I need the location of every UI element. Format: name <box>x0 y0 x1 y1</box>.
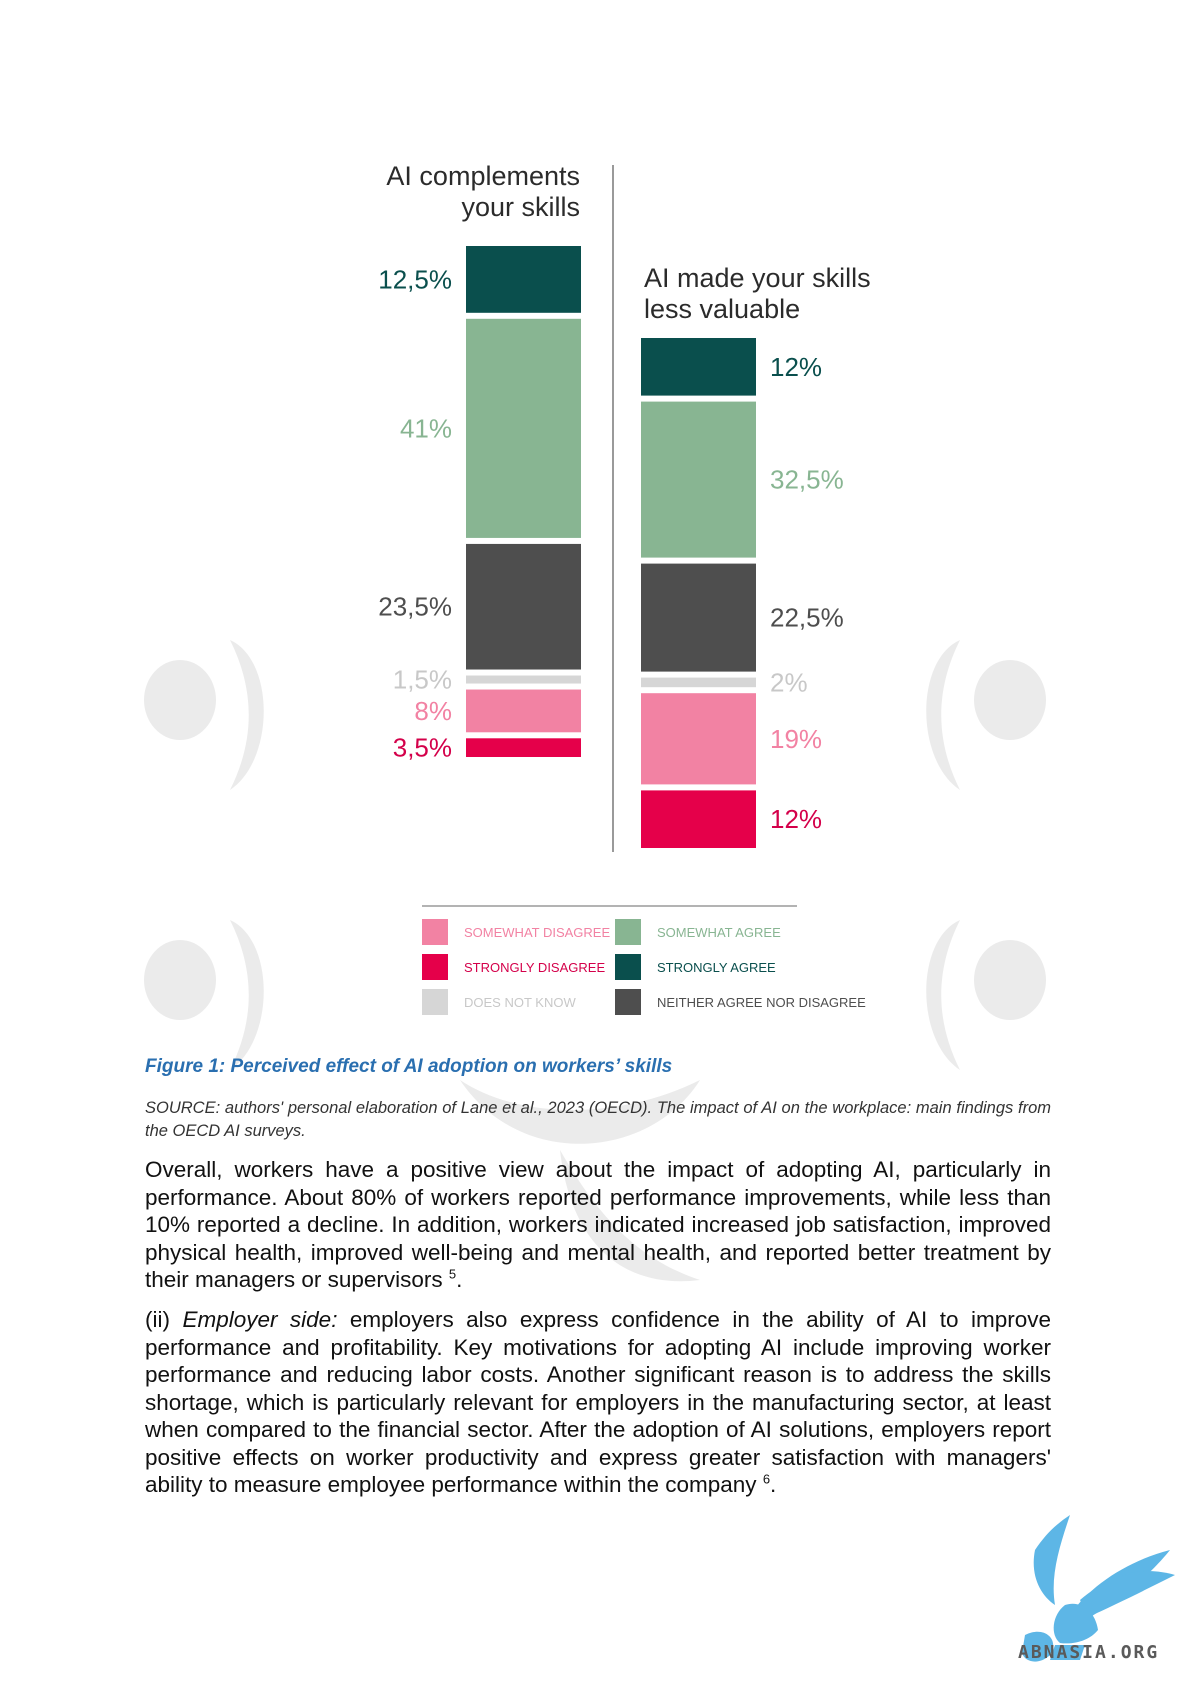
bar-2-label-does-not-know: 2% <box>770 667 808 697</box>
bar-2-label-strongly-disagree: 12% <box>770 804 822 834</box>
bar-2-segment-strongly-disagree <box>641 790 756 848</box>
bar-2-title-line1: AI made your skills <box>644 263 871 293</box>
footnote-ref-5[interactable]: 5 <box>448 1266 457 1282</box>
bar-2-segment-does-not-know <box>641 677 756 688</box>
bar-1-segment-neither-agree-nor-disagree <box>466 543 581 670</box>
paragraph-2-lead: (ii) <box>145 1307 183 1332</box>
body-paragraph-2: (ii) Employer side: employers also expre… <box>145 1306 1051 1499</box>
bar-1-segment-somewhat-disagree <box>466 689 581 733</box>
legend-label-does-not-know: DOES NOT KNOW <box>464 995 576 1010</box>
bar-2-segment-neither-agree-nor-disagree <box>641 563 756 672</box>
logo-text: ABNASIA.ORG <box>1018 1642 1160 1663</box>
bar-1-title-line1: AI complements <box>386 161 580 191</box>
legend-swatch-somewhat-disagree <box>422 919 448 945</box>
body-paragraph-1: Overall, workers have a positive view ab… <box>145 1156 1051 1294</box>
legend-label-strongly-disagree: STRONGLY DISAGREE <box>464 960 605 975</box>
bar-1-segment-strongly-agree <box>466 246 581 313</box>
bar-2-segment-strongly-agree <box>641 338 756 396</box>
legend-label-neither-agree-nor-disagree: NEITHER AGREE NOR DISAGREE <box>657 995 866 1010</box>
bar-1-title-line2: your skills <box>461 192 580 222</box>
bar-1-label-somewhat-agree: 41% <box>400 413 452 443</box>
bar-1-segment-strongly-disagree <box>466 738 581 757</box>
bar-1-label-does-not-know: 1,5% <box>393 665 452 695</box>
legend-swatch-does-not-know <box>422 989 448 1015</box>
legend-swatch-strongly-disagree <box>422 954 448 980</box>
legend-swatch-neither-agree-nor-disagree <box>615 989 641 1015</box>
stacked-bar-chart: AI complements your skills AI made your … <box>378 161 871 1015</box>
bar-2-title-line2: less valuable <box>644 294 800 324</box>
bar-1-label-somewhat-disagree: 8% <box>414 696 452 726</box>
figure-caption: Figure 1: Perceived effect of AI adoptio… <box>145 1056 673 1077</box>
legend-swatch-somewhat-agree <box>615 919 641 945</box>
griffin-icon <box>1022 1515 1175 1662</box>
bar-2-label-strongly-agree: 12% <box>770 352 822 382</box>
legend-label-somewhat-agree: SOMEWHAT AGREE <box>657 925 781 940</box>
legend-label-strongly-agree: STRONGLY AGREE <box>657 960 776 975</box>
footnote-ref-6[interactable]: 6 <box>762 1471 771 1487</box>
paragraph-1-end: . <box>456 1267 463 1292</box>
bar-2-label-somewhat-disagree: 19% <box>770 724 822 754</box>
figure-source: SOURCE: authors' personal elaboration of… <box>145 1099 1051 1140</box>
paragraph-2-end: . <box>770 1472 777 1497</box>
bar-2-label-somewhat-agree: 32,5% <box>770 465 844 495</box>
bar-1-label-neither-agree-nor-disagree: 23,5% <box>378 592 452 622</box>
paragraph-2-text: employers also express confidence in the… <box>145 1307 1052 1497</box>
legend-swatch-strongly-agree <box>615 954 641 980</box>
bar-2-segment-somewhat-disagree <box>641 693 756 785</box>
paragraph-2-italic: Employer side: <box>182 1307 338 1332</box>
legend-label-somewhat-disagree: SOMEWHAT DISAGREE <box>464 925 610 940</box>
bar-2-label-neither-agree-nor-disagree: 22,5% <box>770 603 844 633</box>
bar-1-label-strongly-disagree: 3,5% <box>393 733 452 763</box>
bar-1-segment-somewhat-agree <box>466 318 581 538</box>
paragraph-1-text: Overall, workers have a positive view ab… <box>145 1157 1051 1292</box>
bar-1-segment-does-not-know <box>466 675 581 684</box>
bar-2-segment-somewhat-agree <box>641 401 756 558</box>
bar-1-label-strongly-agree: 12,5% <box>378 264 452 294</box>
